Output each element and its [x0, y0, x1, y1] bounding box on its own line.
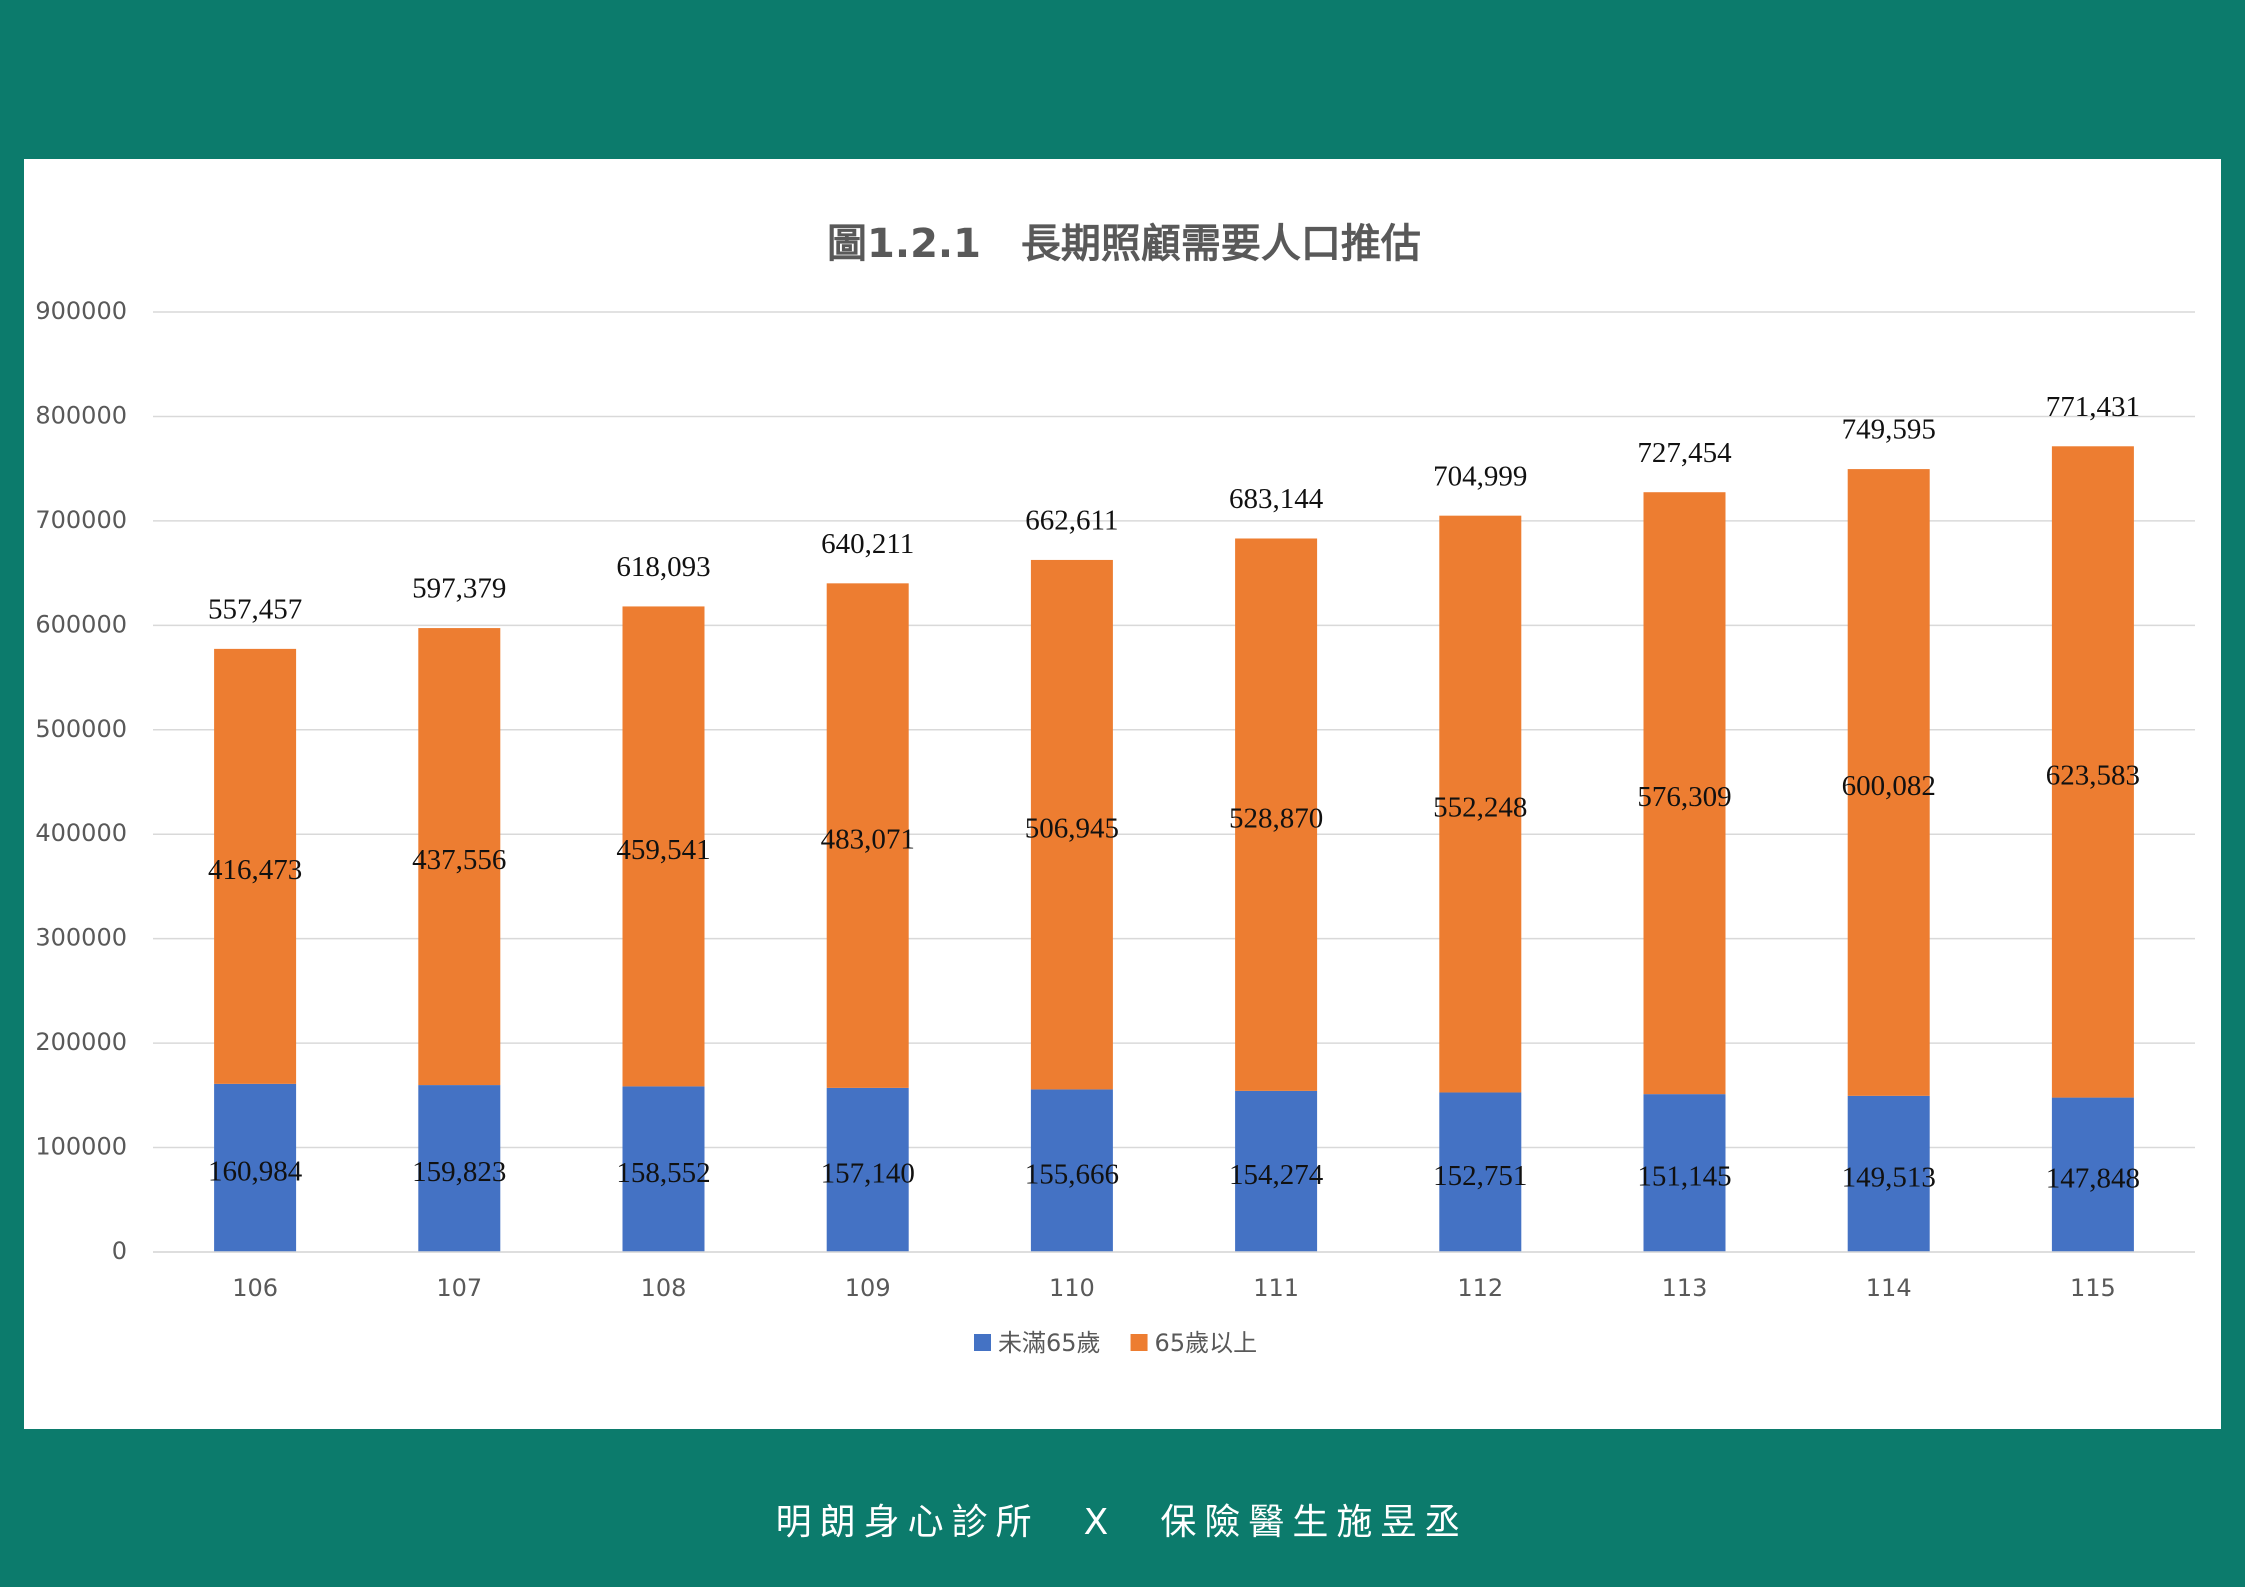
- bar-segment: [1643, 492, 1726, 1095]
- data-label: 154,274: [1229, 1159, 1324, 1191]
- total-label: 618,093: [616, 551, 710, 583]
- total-label: 749,595: [1842, 414, 1936, 446]
- bar-segment: [1235, 538, 1318, 1091]
- x-tick-label: 109: [845, 1274, 891, 1302]
- bar-segment: [1439, 515, 1522, 1093]
- bar-segment: [1439, 1092, 1522, 1252]
- data-label: 416,473: [208, 854, 302, 886]
- data-label: 552,248: [1433, 792, 1527, 824]
- bar-segment: [622, 606, 705, 1087]
- footer: 明朗身心診所 X 保險醫生施昱丞: [776, 1502, 1469, 1543]
- data-label: 576,309: [1637, 781, 1731, 813]
- data-label: 600,082: [1842, 770, 1936, 802]
- data-label: 506,945: [1025, 812, 1119, 844]
- total-label: 597,379: [412, 573, 506, 605]
- data-label: 437,556: [412, 844, 506, 876]
- x-tick-label: 108: [641, 1274, 687, 1302]
- y-tick-label: 400000: [35, 819, 127, 847]
- bar-segment: [1847, 469, 1930, 1096]
- bar-segment: [1235, 1090, 1318, 1252]
- total-label: 683,144: [1229, 483, 1324, 515]
- y-tick-label: 100000: [35, 1133, 127, 1161]
- legend-label: 65歲以上: [1155, 1329, 1258, 1357]
- total-label: 662,611: [1025, 505, 1118, 537]
- bar-segment: [2051, 1097, 2134, 1252]
- data-label: 459,541: [616, 834, 710, 866]
- y-tick-label: 900000: [35, 297, 127, 325]
- x-tick-label: 112: [1457, 1274, 1503, 1302]
- y-tick-label: 300000: [35, 924, 127, 952]
- bar-segment: [1030, 1089, 1113, 1252]
- legend-swatch: [974, 1334, 991, 1351]
- data-label: 160,984: [208, 1156, 303, 1188]
- x-tick-label: 111: [1253, 1274, 1299, 1302]
- chart-title: 圖1.2.1 長期照顧需要人口推估: [827, 221, 1421, 267]
- y-tick-label: 800000: [35, 401, 127, 429]
- bar-segment: [214, 648, 297, 1084]
- data-label: 152,751: [1433, 1160, 1527, 1192]
- data-label: 623,583: [2046, 760, 2140, 792]
- data-label: 158,552: [616, 1157, 710, 1189]
- y-tick-label: 500000: [35, 715, 127, 743]
- data-label: 159,823: [412, 1156, 506, 1188]
- data-label: 157,140: [821, 1158, 915, 1190]
- bar-segment: [2051, 446, 2134, 1098]
- total-label: 704,999: [1433, 460, 1527, 492]
- total-label: 727,454: [1637, 437, 1732, 469]
- data-label: 151,145: [1637, 1161, 1731, 1193]
- total-label: 771,431: [2046, 391, 2140, 423]
- y-tick-label: 200000: [35, 1028, 127, 1056]
- bar-segment: [214, 1083, 297, 1252]
- bar-segment: [1030, 559, 1113, 1090]
- bar-segment: [418, 1085, 501, 1252]
- bar-segment: [418, 628, 501, 1086]
- data-label: 528,870: [1229, 802, 1323, 834]
- x-tick-label: 106: [232, 1274, 278, 1302]
- legend-swatch: [1130, 1334, 1148, 1351]
- x-tick-label: 110: [1049, 1274, 1095, 1302]
- total-label: 557,457: [208, 594, 302, 626]
- bar-segment: [622, 1086, 705, 1252]
- bar-segment: [826, 1087, 909, 1252]
- data-label: 155,666: [1025, 1158, 1119, 1190]
- bar-segment: [1643, 1094, 1726, 1252]
- x-tick-label: 107: [436, 1274, 482, 1302]
- data-label: 149,513: [1842, 1162, 1936, 1194]
- bar-segment: [826, 583, 909, 1088]
- x-tick-label: 114: [1866, 1274, 1912, 1302]
- legend-label: 未滿65歲: [998, 1329, 1101, 1357]
- x-tick-label: 113: [1662, 1274, 1708, 1302]
- y-tick-label: 0: [112, 1237, 127, 1265]
- y-tick-label: 700000: [35, 506, 127, 534]
- y-tick-label: 600000: [35, 610, 127, 638]
- data-label: 147,848: [2046, 1162, 2140, 1194]
- data-label: 483,071: [821, 823, 915, 855]
- bar-segment: [1847, 1095, 1930, 1252]
- total-label: 640,211: [821, 528, 914, 560]
- x-tick-label: 115: [2070, 1274, 2116, 1302]
